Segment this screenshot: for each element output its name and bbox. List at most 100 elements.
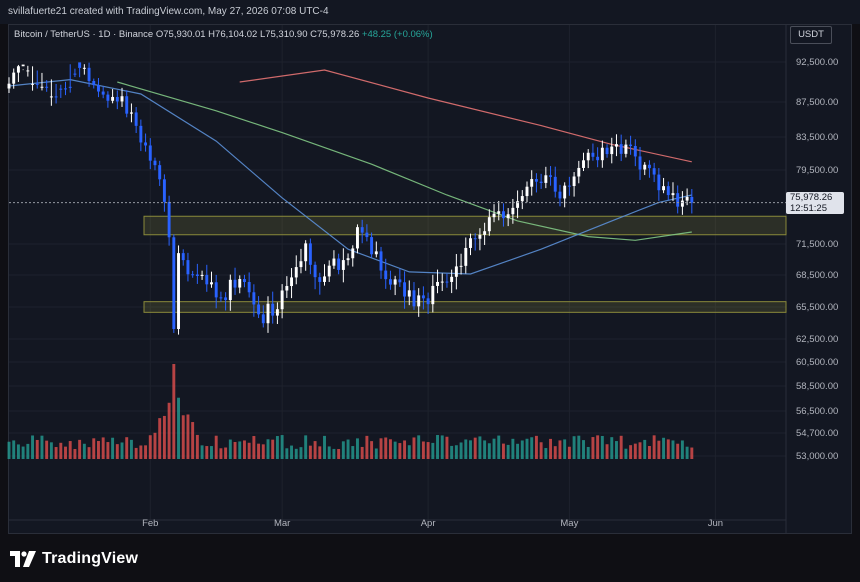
volume-bar <box>205 446 209 459</box>
volume-bar <box>534 435 538 459</box>
open-value: O75,930.01 <box>155 29 206 40</box>
volume-bar <box>111 437 115 459</box>
candle-body <box>299 261 303 268</box>
candle-body <box>586 152 590 161</box>
candle-body <box>54 96 58 98</box>
volume-bar <box>539 442 543 459</box>
candle-body <box>97 85 100 92</box>
candle-body <box>120 96 124 102</box>
volume-bar <box>181 415 185 459</box>
volume-bar <box>690 447 694 459</box>
candle-body <box>680 200 684 207</box>
candle-body <box>242 279 246 283</box>
candle-body <box>638 156 642 170</box>
volume-bar <box>356 438 359 459</box>
volume-bar <box>666 439 670 459</box>
volume-bar <box>238 441 242 459</box>
volume-bar <box>290 445 294 459</box>
candle-body <box>657 174 661 191</box>
time-tick-label: Apr <box>421 518 436 529</box>
volume-bar <box>393 441 397 459</box>
candle-body <box>125 96 129 114</box>
candle-body <box>139 125 143 143</box>
volume-bar <box>228 439 232 459</box>
volume-bar <box>487 443 491 459</box>
candle-body <box>356 227 359 249</box>
price-tick-label: 54,700.00 <box>796 428 838 439</box>
volume-bar <box>82 443 86 459</box>
volume-bar <box>12 440 16 459</box>
candle-body <box>186 260 190 275</box>
volume-bar <box>261 444 265 459</box>
candle-body <box>148 145 152 161</box>
candle-body <box>59 88 63 90</box>
last-price-value: 75,978.26 <box>790 191 833 203</box>
volume-bar <box>257 443 261 459</box>
volume-bar <box>506 444 510 459</box>
volume-bar <box>129 439 133 459</box>
volume-bar <box>210 446 213 459</box>
candle-body <box>558 191 562 199</box>
chart-frame[interactable] <box>8 24 852 534</box>
candle-body <box>294 267 298 278</box>
candle-body <box>35 83 39 85</box>
candle-body <box>247 282 251 293</box>
candle-body <box>473 238 477 240</box>
candle-body <box>398 279 402 283</box>
candle-body <box>572 176 576 187</box>
candle-body <box>115 96 119 102</box>
top-bar <box>0 0 860 24</box>
volume-bar <box>45 440 49 459</box>
ohlc-legend: Bitcoin / TetherUS · 1D · Binance O75,93… <box>14 29 433 40</box>
volume-bar <box>64 446 67 459</box>
volume-bar <box>454 445 458 459</box>
volume-bar <box>360 446 364 459</box>
support-zones <box>143 215 787 313</box>
candle-body <box>290 277 294 287</box>
candle-body <box>327 265 331 277</box>
volume-bar <box>436 435 439 459</box>
candle-body <box>497 211 501 214</box>
candle-body <box>605 147 609 155</box>
volume-bar <box>172 364 176 459</box>
volume-bar <box>35 439 39 459</box>
low-value: L75,310.90 <box>259 29 308 40</box>
volume-bar <box>412 437 416 459</box>
volume-bar <box>671 440 675 459</box>
candle-body <box>224 297 228 301</box>
volume-bar <box>162 415 166 459</box>
volume-bar <box>59 442 63 459</box>
volume-bar <box>596 435 600 459</box>
candle-body <box>82 67 86 69</box>
candle-body <box>219 297 223 299</box>
volume-bar <box>384 437 388 459</box>
volume-bars <box>7 364 694 459</box>
currency-badge[interactable]: USDT <box>790 26 832 44</box>
volume-bar <box>549 438 553 459</box>
volume-bar <box>572 436 576 459</box>
volume-bar <box>26 443 30 459</box>
volume-bar <box>346 439 350 459</box>
symbol-label: Bitcoin / TetherUS · 1D · Binance <box>14 29 154 40</box>
tradingview-logo[interactable]: TradingView <box>10 550 138 568</box>
candle-body <box>407 290 411 297</box>
candle-body <box>506 214 510 219</box>
price-tick-label: 62,500.00 <box>796 334 838 345</box>
volume-bar <box>680 440 684 459</box>
price-tick-label: 60,500.00 <box>796 357 838 368</box>
footer <box>0 534 860 582</box>
volume-bar <box>563 439 567 459</box>
time-tick-label: Mar <box>274 518 290 529</box>
price-chart[interactable]: 92,500.00 87,500.00 83,500.00 79,500.00 71,5… <box>0 0 860 534</box>
volume-bar <box>186 414 190 459</box>
candle-body <box>454 266 458 277</box>
volume-bar <box>115 444 119 459</box>
candle-body <box>323 276 326 282</box>
candle-body <box>172 237 176 329</box>
volume-bar <box>520 440 524 459</box>
volume-bar <box>148 435 152 459</box>
candle-body <box>101 91 105 95</box>
candle-body <box>582 160 585 168</box>
candle-body <box>436 281 439 286</box>
volume-bar <box>403 440 407 459</box>
